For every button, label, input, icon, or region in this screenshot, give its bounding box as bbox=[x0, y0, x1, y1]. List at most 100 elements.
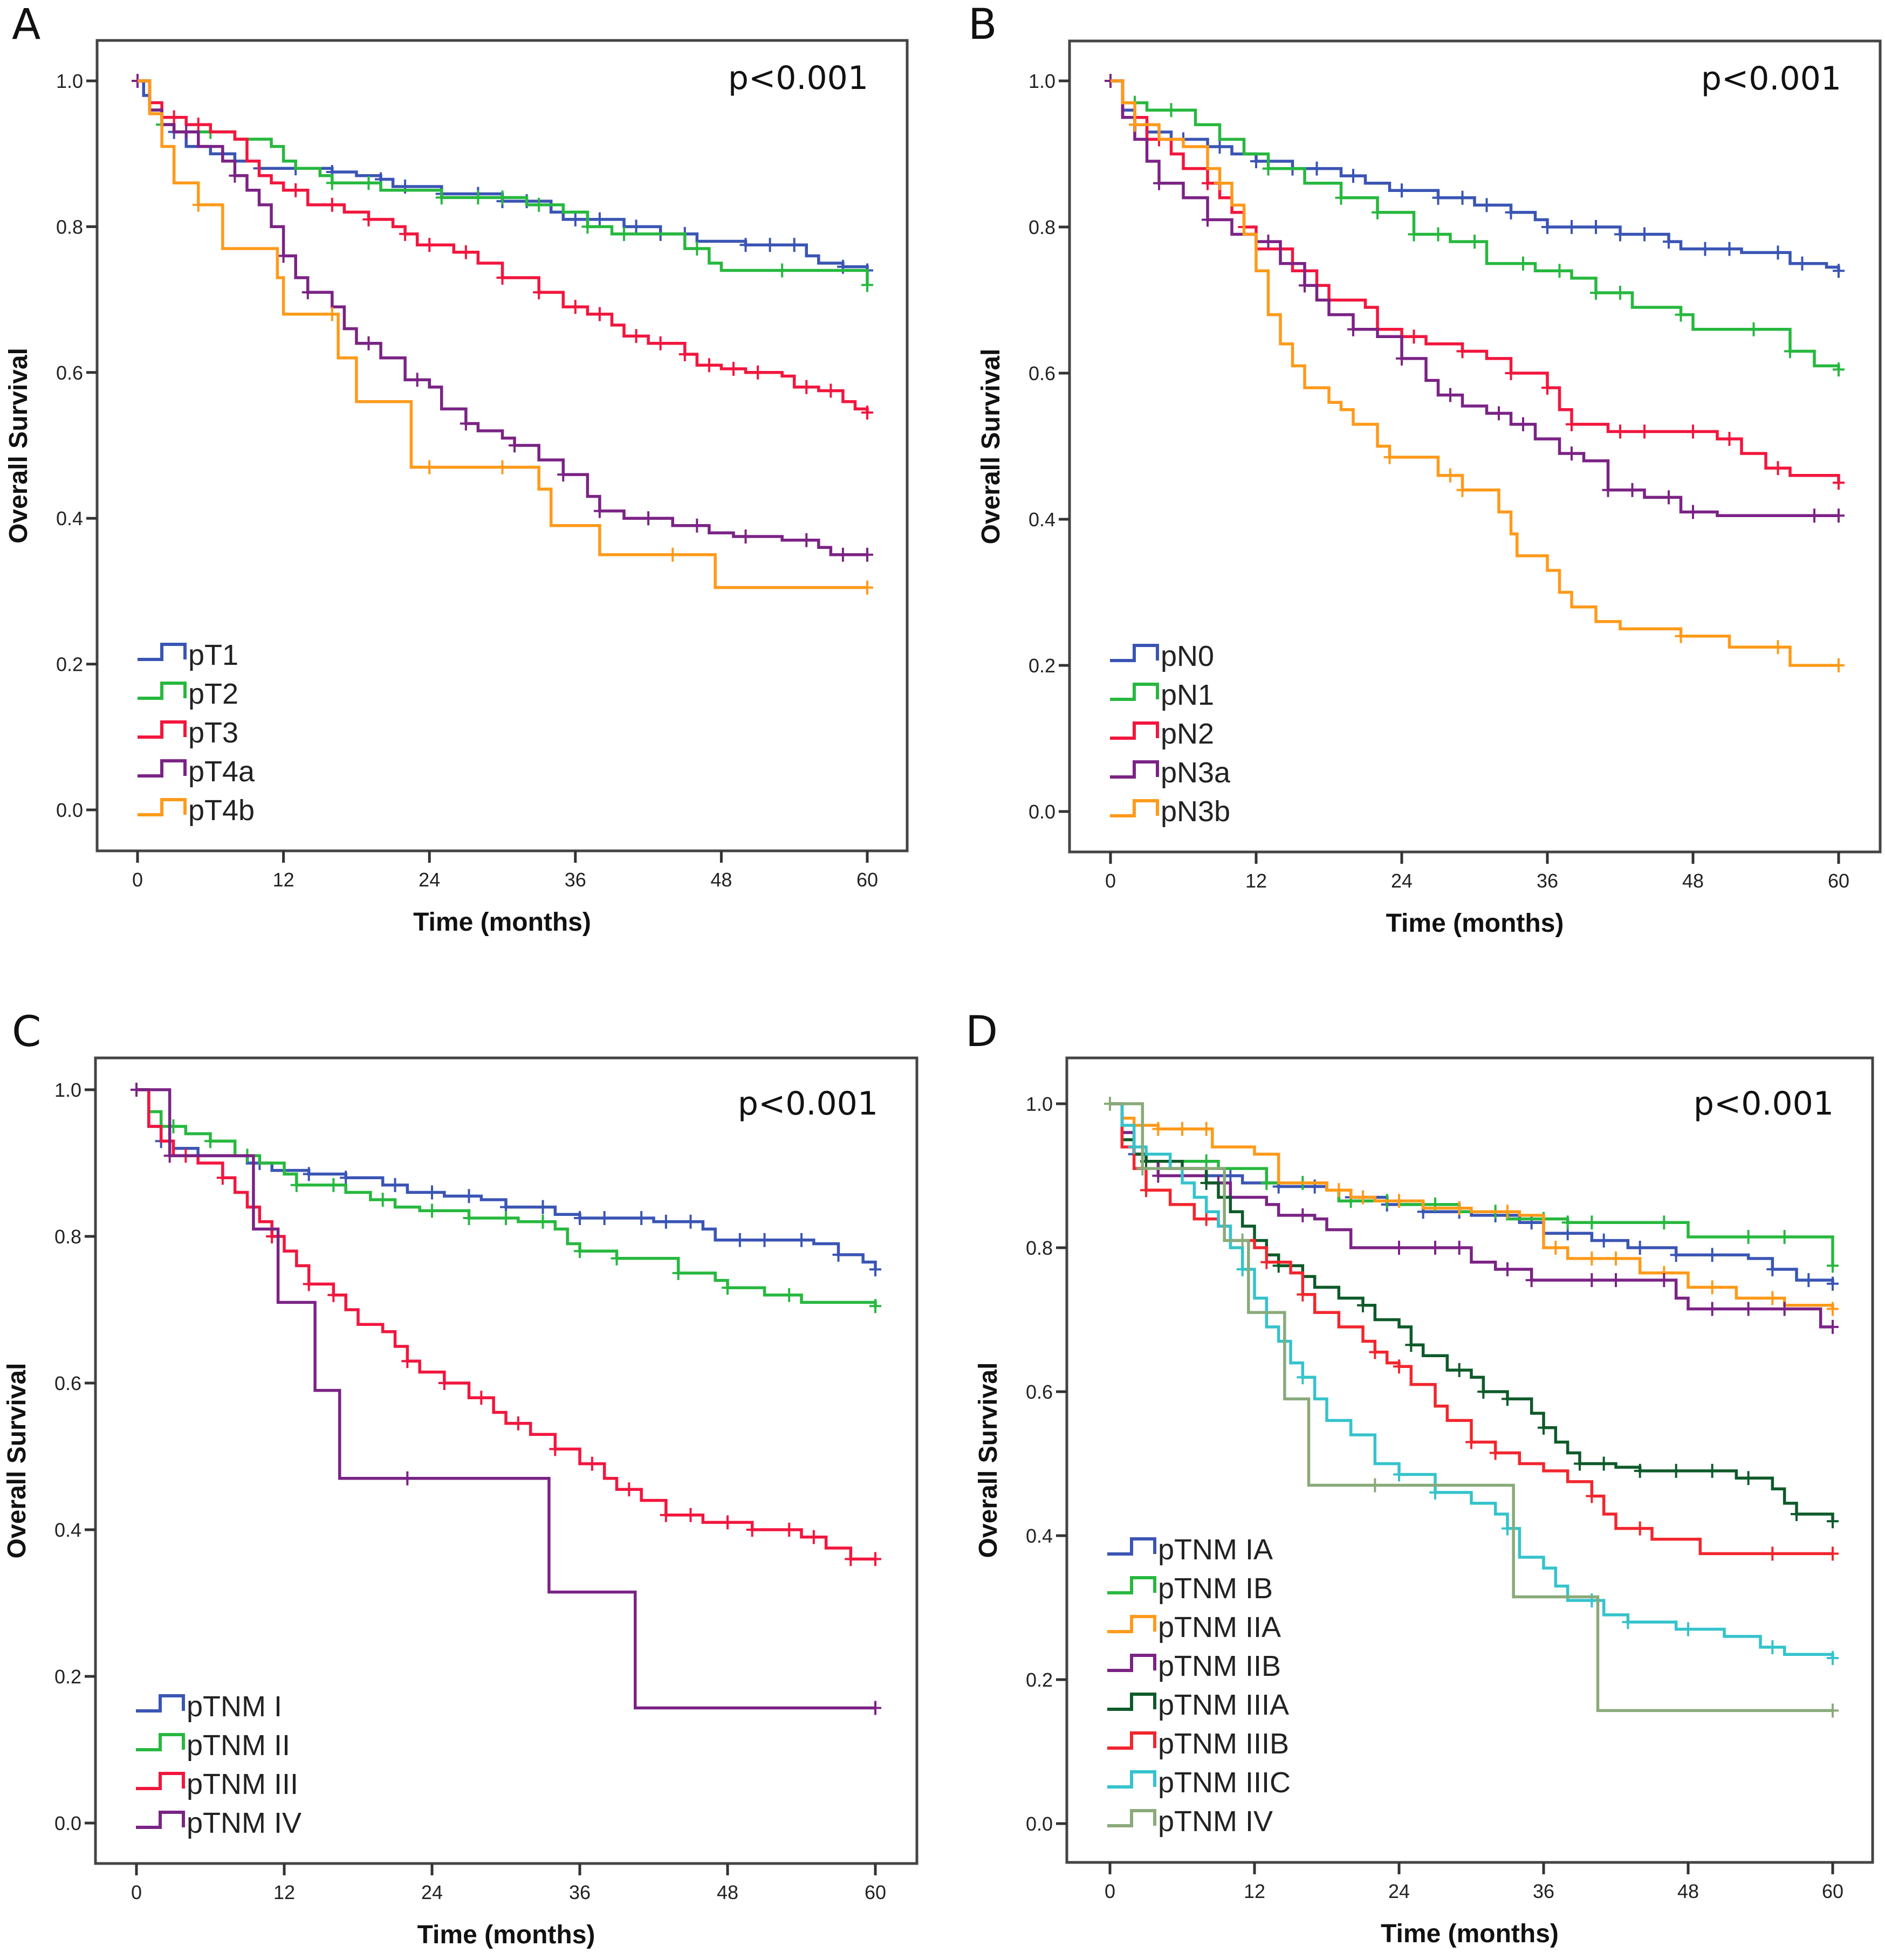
plot-frame bbox=[94, 1056, 918, 1865]
legend-step-icon bbox=[136, 1811, 185, 1829]
legend-label: pN2 bbox=[1161, 718, 1214, 750]
censor-mark bbox=[776, 263, 789, 278]
censor-mark bbox=[399, 226, 412, 241]
censor-mark bbox=[326, 307, 338, 321]
x-tick-label: 48 bbox=[1677, 1880, 1699, 1902]
censor-mark bbox=[376, 1193, 389, 1207]
censor-mark bbox=[1505, 366, 1517, 380]
x-tick-label: 60 bbox=[1828, 870, 1849, 892]
legend-item: pTNM IV bbox=[1107, 1805, 1273, 1838]
p-value-annotation: p<0.001 bbox=[1694, 1085, 1834, 1123]
censor-mark bbox=[1408, 227, 1420, 242]
legend-item: pN3b bbox=[1110, 795, 1230, 828]
series-ptnm-iiib bbox=[1110, 1102, 1839, 1561]
censor-mark bbox=[1129, 118, 1141, 132]
legend-label: pT3 bbox=[188, 717, 238, 749]
censor-mark bbox=[192, 197, 204, 212]
censor-mark bbox=[1833, 476, 1845, 490]
censor-mark bbox=[463, 1211, 475, 1225]
censor-mark bbox=[752, 365, 764, 380]
censor-mark bbox=[401, 1471, 414, 1486]
x-tick-label: 12 bbox=[273, 869, 294, 891]
x-tick-label: 0 bbox=[1105, 1880, 1115, 1902]
censor-mark bbox=[1444, 388, 1456, 402]
censor-mark bbox=[1550, 1241, 1562, 1255]
panel-c: C 0.0 0.2 0.4 0.6 0.8 1.0 0 12 24 36 48 60 Time (mon… bbox=[3, 1008, 918, 1949]
y-tick-label: 0.4 bbox=[54, 1519, 81, 1541]
censor-mark bbox=[1622, 1615, 1634, 1629]
censor-mark bbox=[598, 1211, 611, 1225]
censor-mark bbox=[1833, 658, 1845, 672]
plot-frame bbox=[95, 39, 909, 852]
censor-mark bbox=[362, 212, 375, 226]
censor-mark bbox=[1224, 1168, 1237, 1183]
censor-mark bbox=[869, 1299, 881, 1313]
legend-item: pT4b bbox=[138, 794, 255, 827]
censor-mark bbox=[1541, 220, 1553, 234]
censor-mark bbox=[496, 190, 509, 205]
censor-mark bbox=[1742, 1302, 1754, 1316]
censor-mark bbox=[1553, 264, 1566, 278]
censor-mark bbox=[1429, 1485, 1441, 1500]
y-axis-title: Overall Survival bbox=[974, 1363, 1003, 1558]
censor-mark bbox=[303, 1277, 315, 1291]
censor-mark bbox=[290, 183, 302, 197]
censor-mark bbox=[593, 504, 606, 518]
censor-mark bbox=[1502, 1262, 1513, 1277]
legend-label: pTNM IIB bbox=[1158, 1650, 1281, 1682]
censor-mark bbox=[869, 1262, 881, 1277]
series-pt4b bbox=[138, 79, 873, 595]
censor-mark bbox=[1299, 278, 1311, 293]
censor-mark bbox=[277, 249, 290, 263]
x-tick-label: 36 bbox=[1533, 1880, 1554, 1902]
censor-mark bbox=[630, 219, 642, 234]
censor-mark bbox=[586, 1456, 598, 1471]
y-tick-label: 1.0 bbox=[54, 1079, 81, 1101]
censor-mark bbox=[1200, 1122, 1212, 1136]
legend-step-icon bbox=[1107, 1537, 1156, 1556]
censor-mark bbox=[460, 245, 472, 259]
censor-mark bbox=[1489, 1446, 1502, 1460]
censor-mark bbox=[1706, 1302, 1718, 1316]
legend-step-icon bbox=[136, 1694, 185, 1713]
y-tick-label: 1.0 bbox=[1026, 1093, 1053, 1115]
y-axis-title: Overall Survival bbox=[3, 1363, 31, 1559]
censor-mark bbox=[746, 1523, 758, 1537]
survival-curve bbox=[1110, 1102, 1833, 1556]
legend-item: pTNM IV bbox=[136, 1807, 301, 1839]
censor-mark bbox=[435, 190, 448, 205]
legend-label: pTNM IV bbox=[187, 1807, 301, 1839]
censor-mark bbox=[1742, 1471, 1754, 1486]
x-tick-label: 24 bbox=[419, 869, 440, 891]
censor-mark bbox=[861, 405, 873, 420]
censor-mark bbox=[800, 380, 813, 394]
censor-mark bbox=[1202, 176, 1214, 190]
legend-item: pTNM IIIC bbox=[1107, 1766, 1291, 1799]
censor-mark bbox=[1357, 1190, 1369, 1205]
series-ptnm-iia bbox=[1110, 1102, 1839, 1316]
censor-mark bbox=[1396, 183, 1408, 198]
legend-step-icon bbox=[1107, 1654, 1156, 1672]
censor-mark bbox=[845, 1552, 857, 1566]
censor-mark bbox=[1335, 190, 1347, 205]
censor-mark bbox=[1214, 139, 1226, 154]
censor-mark bbox=[1136, 1161, 1149, 1176]
panel-d: D 0.0 0.2 0.4 0.6 0.8 1.0 0 12 24 36 48 60 Time (mon… bbox=[965, 1008, 1874, 1948]
series-ptnm-ii bbox=[136, 1088, 881, 1313]
legend-label: pTNM IIIA bbox=[1158, 1689, 1289, 1721]
censor-mark bbox=[1408, 329, 1420, 344]
censor-mark bbox=[1297, 1370, 1309, 1385]
legend-item: pT2 bbox=[138, 678, 238, 710]
censor-mark bbox=[574, 1211, 586, 1225]
series-pn1 bbox=[1111, 79, 1845, 377]
censor-mark bbox=[1477, 1385, 1490, 1399]
legend-step-icon bbox=[1107, 1731, 1156, 1750]
censor-mark bbox=[1574, 1456, 1586, 1471]
censor-mark bbox=[460, 416, 472, 431]
censor-mark bbox=[1393, 1194, 1405, 1208]
censor-mark bbox=[327, 1288, 340, 1302]
censor-mark bbox=[1541, 381, 1553, 395]
legend-label: pT4a bbox=[188, 755, 255, 788]
censor-mark bbox=[722, 1515, 734, 1530]
